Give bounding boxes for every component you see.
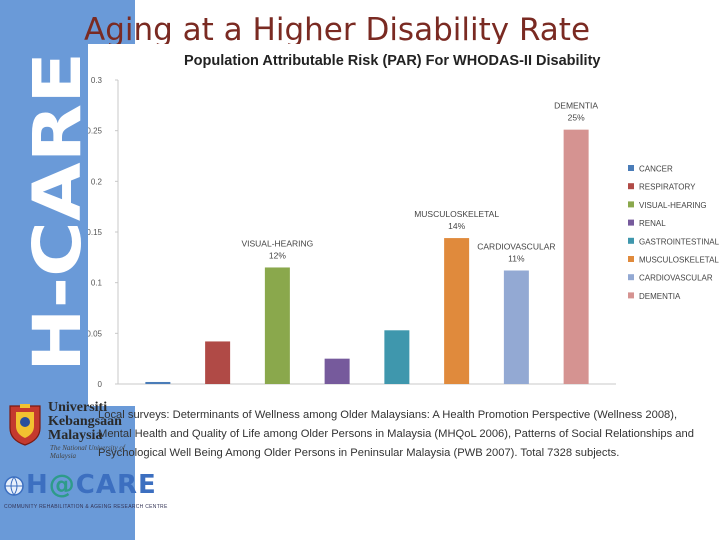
vertical-brand-text: H-CARE: [22, 52, 92, 382]
legend-label-cancer: CANCER: [639, 165, 673, 174]
annotation-value-cardiovascular: 11%: [508, 254, 525, 264]
hcare-rest: CARE: [75, 470, 157, 500]
vertical-brand-label: H-CARE: [22, 52, 92, 372]
legend-label-cardiovascular: CARDIOVASCULAR: [639, 274, 713, 283]
ukm-name-line1: Universiti: [48, 400, 108, 415]
y-tick-label: 0.3: [91, 76, 103, 85]
annotation-value-visual-hearing: 12%: [269, 250, 286, 260]
legend-swatch-respiratory: [628, 183, 634, 190]
annotation-label-visual-hearing: VISUAL-HEARING: [241, 238, 313, 248]
bar-respiratory: [205, 341, 231, 384]
y-tick-label: 0.15: [88, 228, 103, 237]
bar-chart: Population Attributable Risk (PAR) For W…: [88, 53, 720, 389]
footnote-sources: Local surveys: Determinants of Wellness …: [98, 409, 694, 459]
y-tick-label: 0: [98, 380, 103, 389]
legend-swatch-dementia: [628, 292, 634, 299]
ukm-logo: Universiti Kebangsaan Malaysia The Natio…: [6, 398, 131, 462]
hcare-at: @: [48, 470, 76, 500]
legend-label-renal: RENAL: [639, 219, 666, 228]
hcare-h: H: [26, 470, 49, 500]
legend-label-respiratory: RESPIRATORY: [639, 183, 696, 192]
ukm-name-line3: Malaysia: [48, 428, 103, 443]
slide-title: Aging at a Higher Disability Rate: [84, 12, 591, 48]
ukm-name-line2: Kebangsaan: [48, 414, 122, 429]
legend-label-visual-hearing: VISUAL-HEARING: [639, 201, 707, 210]
legend-label-musculoskeletal: MUSCULOSKELETAL: [639, 256, 719, 265]
bar-musculoskeletal: [444, 238, 470, 384]
legend-label-dementia: DEMENTIA: [639, 292, 681, 301]
legend-swatch-renal: [628, 219, 634, 226]
bar-renal: [324, 358, 350, 384]
chart-panel: Population Attributable Risk (PAR) For W…: [88, 44, 720, 406]
bar-visual-hearing: [264, 267, 290, 384]
university-crest-icon: [9, 404, 41, 446]
legend-label-gastrointestinal: GASTROINTESTINAL: [639, 237, 720, 246]
bar-cancer: [145, 381, 171, 384]
bar-cardiovascular: [503, 270, 529, 384]
y-tick-label: 0.25: [88, 127, 103, 136]
hcare-subtitle: COMMUNITY REHABILITATION & AGEING RESEAR…: [4, 504, 168, 510]
globe-icon: [4, 476, 24, 496]
bar-gastrointestinal: [384, 330, 410, 384]
y-tick-label: 0.05: [88, 329, 103, 338]
legend-swatch-musculoskeletal: [628, 256, 634, 262]
annotation-value-musculoskeletal: 14%: [448, 221, 465, 231]
legend-swatch-gastrointestinal: [628, 237, 634, 244]
annotation-label-cardiovascular: CARDIOVASCULAR: [477, 242, 555, 252]
hcare-logo: H@CARE COMMUNITY REHABILITATION & AGEING…: [4, 470, 168, 520]
legend-swatch-visual-hearing: [628, 201, 634, 208]
legend-swatch-cancer: [628, 165, 634, 171]
y-tick-label: 0.2: [91, 177, 103, 186]
annotation-label-musculoskeletal: MUSCULOSKELETAL: [414, 209, 499, 219]
ukm-tagline: The National University of Malaysia: [50, 444, 125, 460]
annotation-value-dementia: 25%: [568, 113, 585, 123]
hcare-wordmark: H@CARE: [26, 470, 157, 500]
chart-title: Population Attributable Risk (PAR) For W…: [184, 53, 600, 69]
annotation-label-dementia: DEMENTIA: [554, 101, 598, 111]
bar-dementia: [563, 129, 589, 384]
legend-swatch-cardiovascular: [628, 274, 634, 281]
y-tick-label: 0.1: [91, 279, 103, 288]
